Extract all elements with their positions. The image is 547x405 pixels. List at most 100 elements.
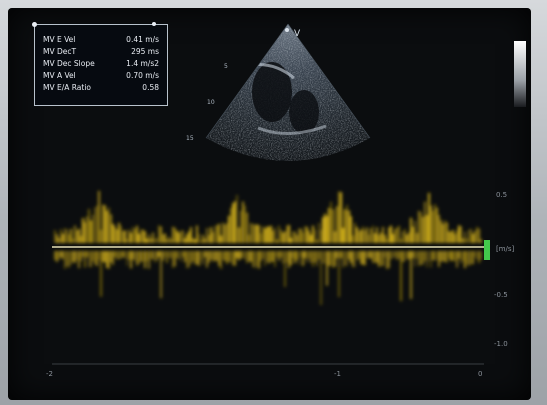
spectrum-sample — [130, 232, 132, 243]
spectrum-sample — [312, 251, 314, 267]
measurement-panel: MV E Vel 0.41 m/s MV DecT 295 ms MV Dec … — [34, 24, 168, 106]
spectrum-sample — [318, 251, 320, 260]
spectrum-sample — [420, 211, 422, 243]
spectrum-sample — [240, 210, 242, 243]
spectrum-sample — [146, 238, 148, 243]
spectrum-sample — [342, 251, 344, 268]
spectrum-sample — [124, 251, 126, 259]
meas-label: MV DecT — [43, 47, 77, 56]
spectrum-sample — [194, 239, 196, 243]
spectrum-sample — [394, 251, 396, 258]
spectrum-sample — [98, 190, 100, 243]
spectrum-sample — [402, 231, 404, 243]
spectrum-sample — [154, 251, 156, 263]
spectrum-sample — [84, 251, 86, 268]
spectrum-sample — [152, 232, 154, 243]
spectrum-sample — [354, 251, 356, 268]
ultrasound-screen: MV E Vel 0.41 m/s MV DecT 295 ms MV Dec … — [8, 8, 531, 400]
spectrum-sample — [310, 234, 312, 243]
spectrum-sample — [102, 251, 104, 263]
spectrum-sample — [220, 235, 222, 243]
spectrum-sample — [156, 251, 158, 261]
grayscale-bar — [514, 41, 526, 107]
doppler-spectrum — [52, 190, 484, 365]
spectrum-sample — [458, 251, 460, 259]
spectrum-sample — [172, 251, 174, 268]
spectrum-sample — [282, 251, 284, 264]
spectrum-sample — [344, 251, 346, 266]
spectrum-sample — [450, 231, 452, 243]
spectrum-sample — [190, 227, 192, 243]
meas-label: MV E/A Ratio — [43, 83, 92, 92]
spectrum-sample — [216, 225, 218, 243]
spectrum-sample — [472, 251, 474, 265]
spectrum-sample — [138, 251, 140, 265]
spectrum-sample — [236, 251, 238, 259]
spectrum-sample — [416, 232, 418, 243]
spectrum-sample — [254, 251, 256, 269]
spectrum-sample — [90, 251, 92, 268]
spectrum-sample — [174, 227, 176, 243]
spectrum-sample — [142, 251, 144, 262]
spectrum-sample — [448, 251, 450, 259]
spectrum-sample — [400, 251, 402, 302]
spectrum-sample — [296, 234, 298, 243]
spectrum-sample — [384, 234, 386, 243]
spectrum-sample — [180, 230, 182, 243]
spectrum-sample — [68, 234, 70, 243]
spectrum-sample — [264, 251, 266, 266]
spectrum-sample — [230, 207, 232, 243]
spectrum-sample — [390, 225, 392, 243]
spectrum-sample — [392, 251, 394, 259]
spectrum-sample — [192, 237, 194, 243]
spectrum-sample — [92, 214, 94, 243]
spectrum-sample — [82, 251, 84, 258]
spectrum-sample — [424, 251, 426, 262]
spectrum-sample — [366, 227, 368, 243]
spectrum-sample — [342, 227, 344, 243]
spectrum-sample — [288, 251, 290, 268]
spectrum-sample — [154, 238, 156, 243]
spectrum-sample — [238, 251, 240, 261]
spectrum-sample — [322, 251, 324, 264]
spectrum-sample — [474, 251, 476, 258]
spectrum-sample — [266, 251, 268, 263]
spectrum-sample — [324, 213, 326, 243]
spectrum-sample — [472, 233, 474, 243]
spectrum-sample — [166, 251, 168, 263]
meas-row-dec-slope: MV Dec Slope 1.4 m/s2 — [43, 59, 163, 70]
spectrum-trace — [54, 190, 482, 305]
spectrum-sample — [158, 225, 160, 243]
spectrum-sample — [116, 229, 118, 243]
spectrum-sample — [226, 222, 228, 243]
spectrum-sample — [100, 251, 102, 297]
spectrum-sample — [360, 229, 362, 243]
spectrum-sample — [414, 251, 416, 267]
spectrum-sample — [90, 220, 92, 243]
velocity-unit-label: [m/s] — [496, 245, 515, 253]
spectrum-sample — [380, 232, 382, 243]
spectrum-sample — [174, 251, 176, 267]
spectrum-sample — [404, 228, 406, 243]
spectrum-sample — [264, 228, 266, 243]
spectrum-sample — [338, 191, 340, 243]
spectrum-sample — [252, 224, 254, 243]
spectrum-sample — [452, 251, 454, 261]
spectrum-sample — [446, 222, 448, 243]
spectrum-sample — [360, 251, 362, 265]
spectrum-sample — [404, 251, 406, 262]
spectrum-sample — [138, 233, 140, 243]
spectrum-sample — [62, 233, 64, 243]
spectrum-sample — [160, 226, 162, 243]
spectrum-sample — [292, 251, 294, 259]
spectrum-sample — [428, 192, 430, 243]
spectrum-sample — [164, 233, 166, 243]
meas-row-ea-ratio: MV E/A Ratio 0.58 — [43, 83, 163, 94]
spectrum-sample — [466, 238, 468, 243]
spectrum-sample — [426, 215, 428, 243]
velocity-tick-label: -0.5 — [494, 291, 508, 299]
spectrum-sample — [234, 251, 236, 266]
spectrum-sample — [66, 251, 68, 267]
spectrum-sample — [352, 235, 354, 243]
spectrum-sample — [408, 251, 410, 260]
